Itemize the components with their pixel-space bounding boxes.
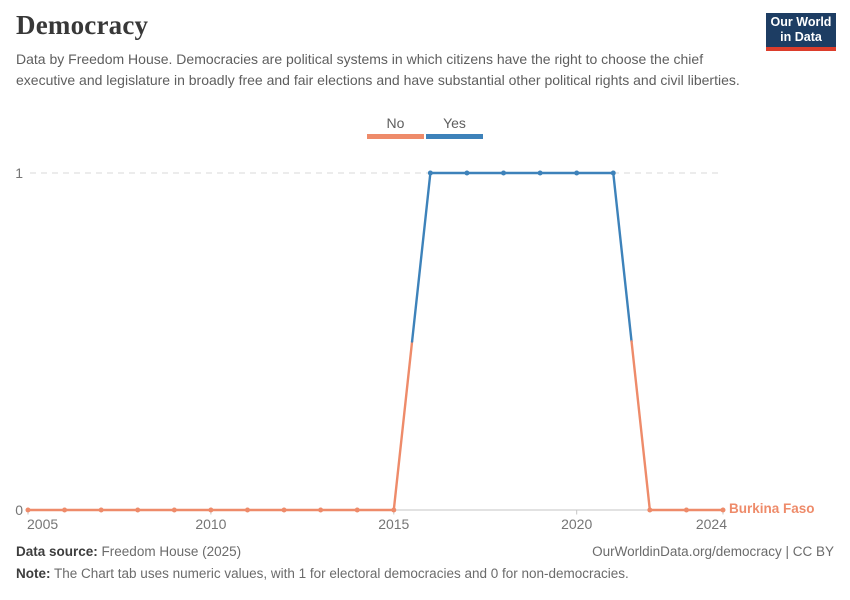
owid-logo-line2: in Data [780, 30, 822, 44]
note-text: The Chart tab uses numeric values, with … [54, 566, 629, 581]
data-point-dot [683, 507, 689, 513]
data-point-dot [427, 170, 433, 176]
owid-logo-line1: Our World [770, 15, 832, 29]
data-point-dot [391, 507, 397, 513]
legend-label: Yes [443, 115, 466, 131]
note-label: Note: [16, 566, 51, 581]
line-segment [410, 171, 432, 343]
data-point-dot [610, 170, 616, 176]
entity-label[interactable]: Burkina Faso [729, 501, 815, 516]
data-point-dot [25, 507, 31, 513]
data-point-dot [720, 507, 726, 513]
data-point-dot [135, 507, 141, 513]
page-title: Democracy [16, 10, 149, 40]
legend-item-no[interactable]: No [367, 115, 424, 139]
y-tick-label: 1 [15, 165, 23, 181]
chart-subtitle: Data by Freedom House. Democracies are p… [16, 51, 740, 88]
x-tick-label: 2005 [27, 516, 58, 532]
x-tick-label: 2015 [378, 516, 409, 532]
line-segment [630, 340, 652, 512]
line-segment [392, 340, 414, 512]
note-line: Note: The Chart tab uses numeric values,… [16, 566, 834, 581]
x-tick-label: 2010 [195, 516, 226, 532]
data-point-dot [574, 170, 580, 176]
data-source-label: Data source: [16, 544, 98, 559]
data-point-dot [171, 507, 177, 513]
x-tick-label: 2024 [696, 516, 727, 532]
data-point-dot [208, 507, 214, 513]
data-point-dot [464, 170, 470, 176]
legend-label: No [386, 115, 405, 131]
legend-color-bar [426, 134, 483, 139]
data-point-dot [98, 507, 104, 513]
chart-footer: Data source: Freedom House (2025) OurWor… [16, 544, 834, 581]
data-point-dot [62, 507, 68, 513]
data-point-dot [537, 170, 543, 176]
owid-logo[interactable]: Our World in Data [766, 13, 836, 51]
line-segment [612, 171, 633, 343]
data-source-text: Freedom House (2025) [101, 544, 242, 559]
legend-item-yes[interactable]: Yes [426, 115, 483, 139]
data-point-dot [244, 507, 250, 513]
data-point-dot [354, 507, 360, 513]
license-link[interactable]: OurWorldinData.org/democracy | CC BY [592, 544, 834, 559]
legend-color-bar [367, 134, 424, 139]
y-tick-label: 0 [15, 502, 23, 518]
data-point-dot [501, 170, 507, 176]
data-point-dot [647, 507, 653, 513]
x-tick-label: 2020 [561, 516, 592, 532]
data-point-dot [318, 507, 324, 513]
data-source-line: Data source: Freedom House (2025) [16, 544, 241, 559]
chart-legend: No Yes [0, 115, 850, 139]
data-point-dot [281, 507, 287, 513]
